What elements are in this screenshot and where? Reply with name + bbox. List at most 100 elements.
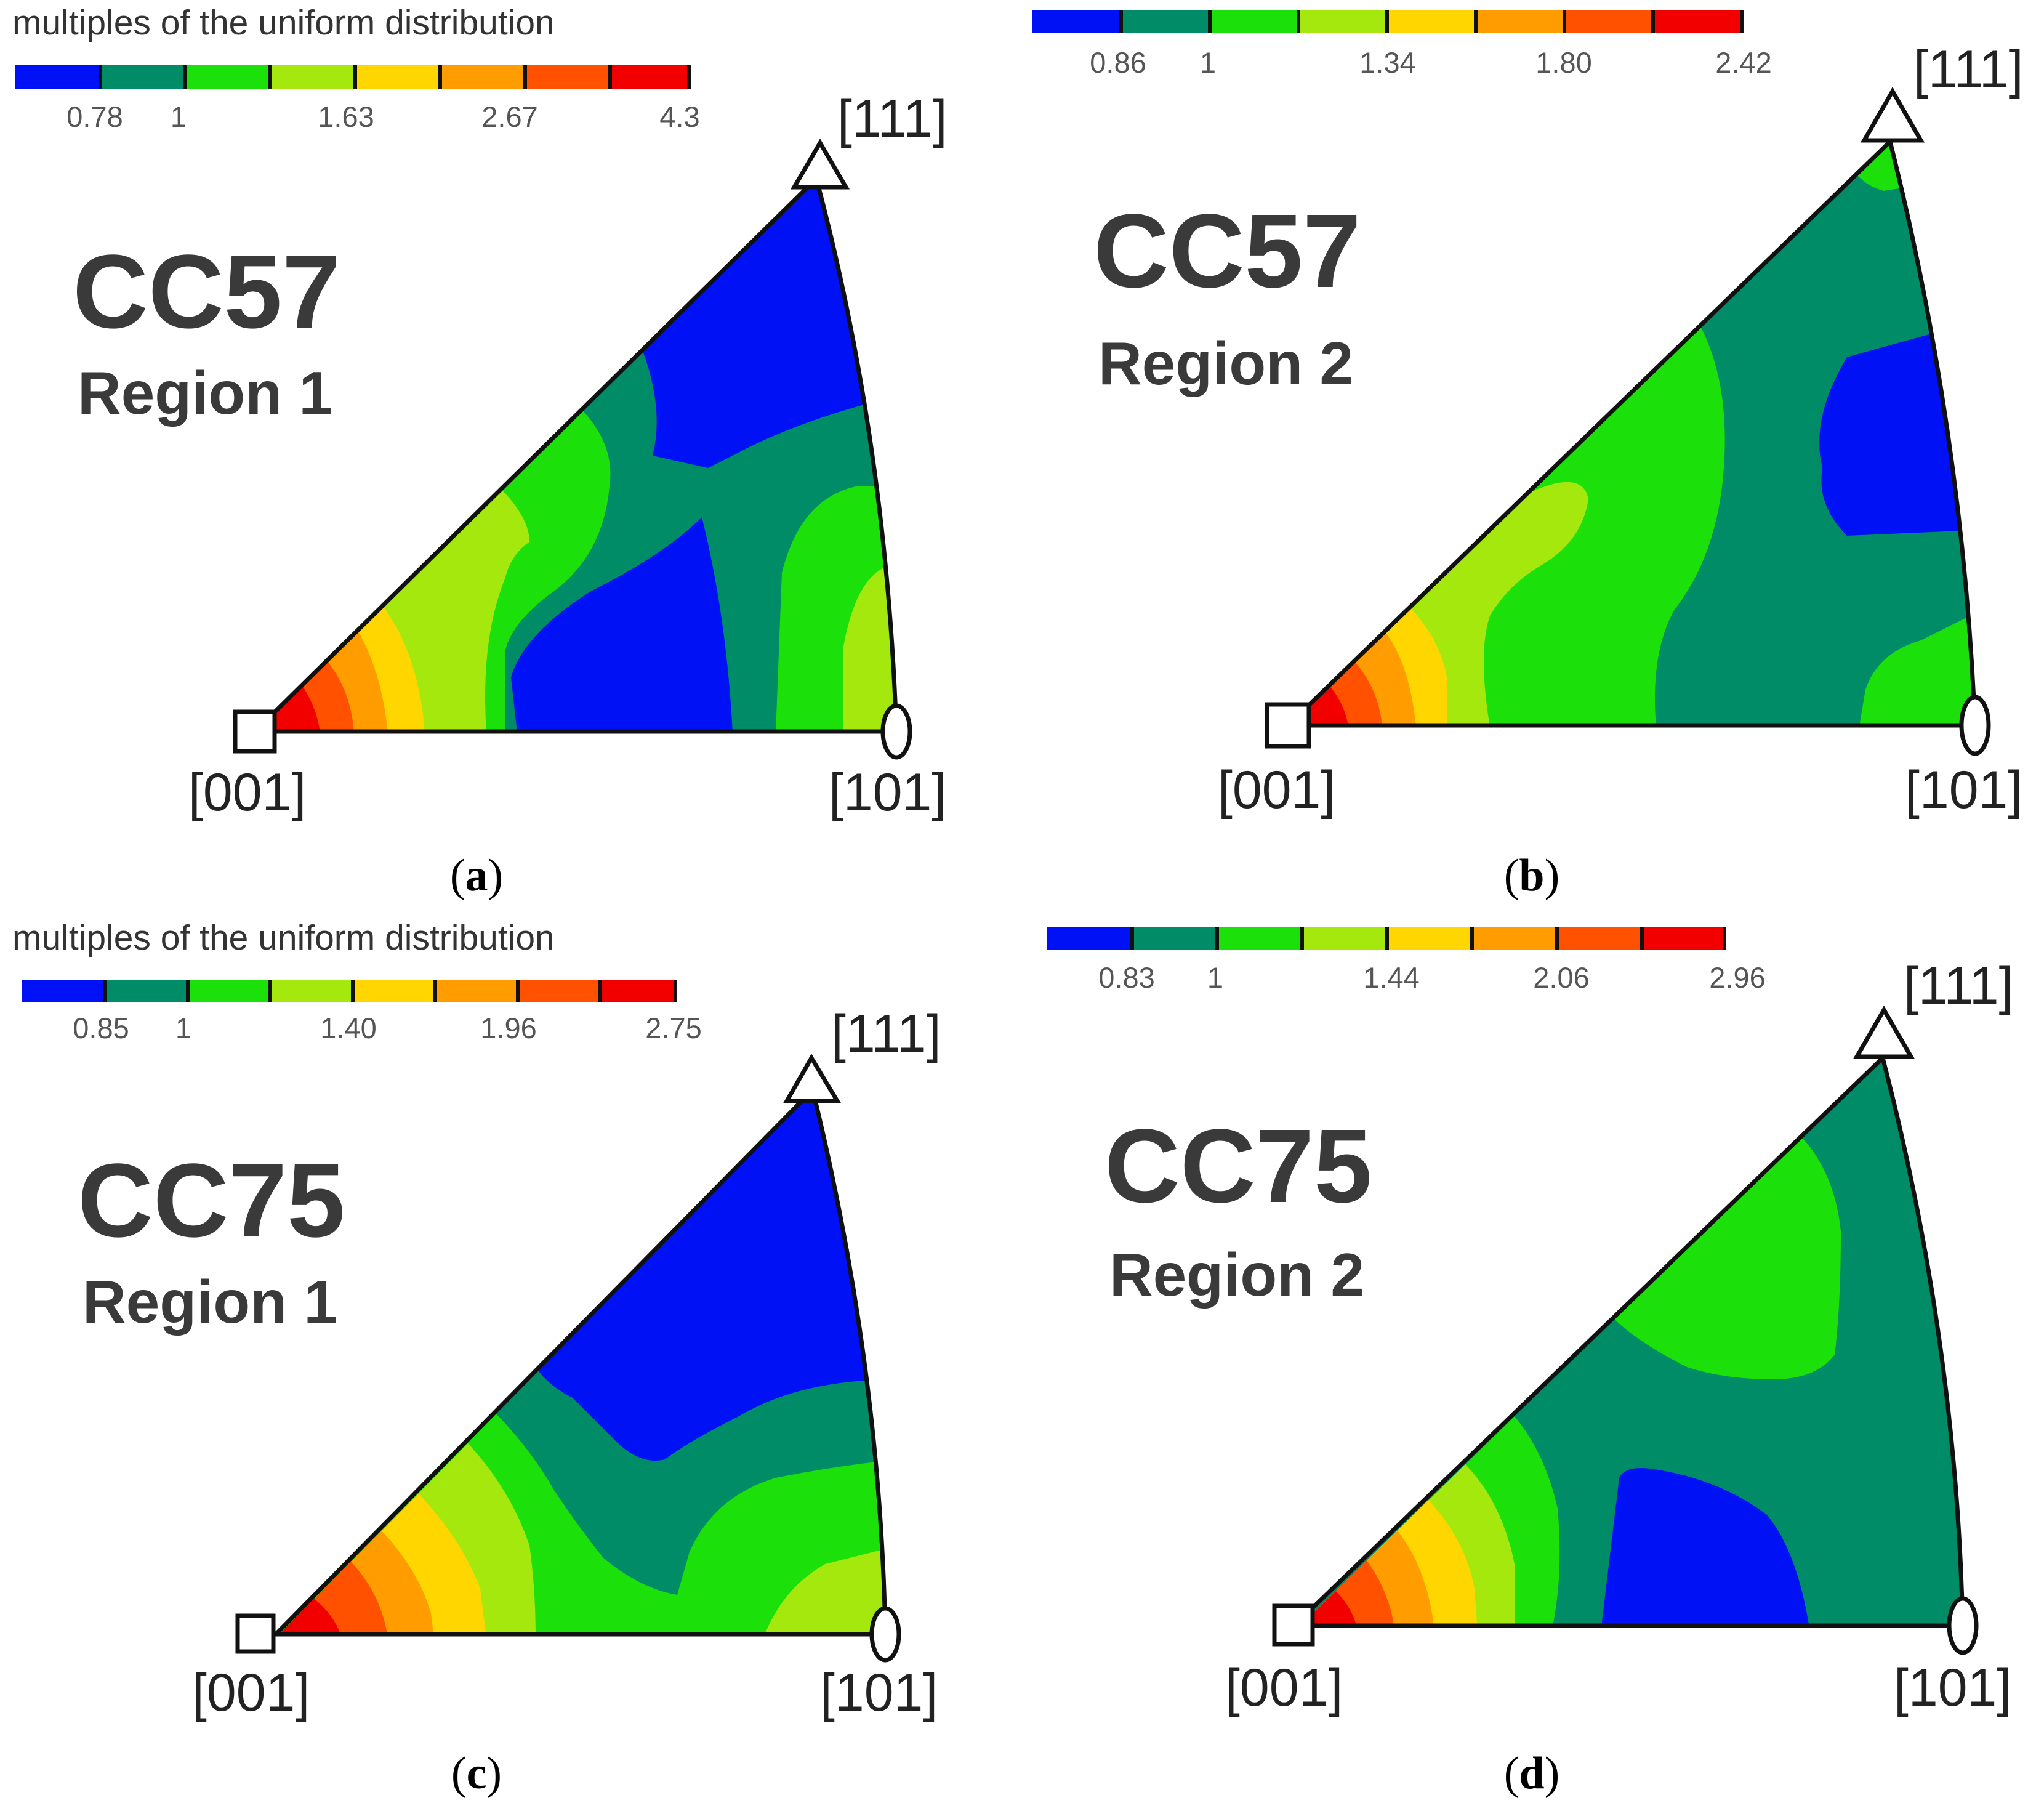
legend-swatch [525,65,610,89]
legend-swatch [1132,927,1217,950]
texture-region [1613,1133,1841,1379]
panel-c: multiples of the uniform distribution 0.… [12,918,941,1799]
legend-swatch [600,980,676,1002]
legend-swatch [187,980,270,1002]
legend-swatch [1386,927,1471,950]
legend-swatch [610,65,690,89]
legend-tick: 1.44 [1363,961,1419,994]
texture-region [276,1599,342,1634]
legend-swatch [1564,10,1652,33]
legend-swatch [15,65,100,89]
sample-label: CC75 [78,1142,345,1259]
panel-a: multiples of the uniform distribution 0.… [12,3,948,901]
pole-label: [101] [820,1663,938,1722]
legend-tick: 2.42 [1715,46,1771,79]
legend-swatch [270,65,355,89]
legend-tick: 1 [175,1012,191,1044]
legend-swatch [1032,10,1121,33]
legend-tick: 1 [1207,961,1223,994]
legend-bar [1032,10,1744,33]
pole-101-marker [1959,695,1991,756]
texture-region [763,1546,885,1634]
pole-101-marker [880,703,912,760]
pole-001-marker [1265,702,1311,749]
pole-label: [001] [192,1663,310,1722]
sample-label: CC57 [73,233,340,350]
legend-bar [15,65,691,89]
texture-region [536,1090,885,1461]
ipf-triangle [1289,1054,1965,1628]
pole-101-marker [869,1606,901,1663]
legend-tick: 1.34 [1359,46,1415,79]
legend-swatch [1652,10,1742,33]
legend-tick: 1.80 [1535,46,1591,79]
legend-tick: 2.75 [645,1012,701,1044]
sample-label: CC75 [1104,1108,1372,1225]
pole-101-marker [1947,1596,1979,1655]
region-label: Region 2 [1098,329,1353,397]
pole-111-marker [783,1054,842,1103]
pole-001-marker [233,709,277,754]
pole-label: [101] [1894,1658,2011,1717]
pole-label: [111] [837,89,948,148]
panel-caption: (b) [1504,850,1559,901]
legend-swatch [270,980,352,1002]
legend-tick: 0.85 [73,1012,129,1044]
pole-label: [111] [1913,40,2024,99]
pole-001-marker [235,1613,276,1654]
legend-swatch [1641,927,1725,950]
texture-region [1859,616,1975,725]
legend-tick: 1 [1200,46,1216,79]
legend-tick: 1.96 [480,1012,536,1044]
pole-label: [111] [1904,956,2014,1015]
legend-swatch [1302,927,1386,950]
ipf-triangle [270,1086,888,1637]
pole-label: [111] [831,1004,941,1063]
legend-title: multiples of the uniform distribution [12,3,555,42]
legend-title: multiples of the uniform distribution [12,918,555,958]
panel-caption: (c) [451,1748,502,1799]
legend-bar [22,980,677,1002]
legend-tick: 0.78 [66,100,123,133]
legend-tick: 0.86 [1090,46,1146,79]
legend-swatch [1121,10,1209,33]
pole-111-marker [790,139,850,190]
legend-tick: 4.3 [659,100,699,133]
pole-label: [101] [1905,760,2022,820]
legend-swatch [1556,927,1641,950]
pole-111-marker [1860,86,1925,143]
legend-bar [1047,927,1726,950]
legend-swatch [1047,927,1132,950]
panel-b: 0.86 1 1.34 1.80 2.42 CC57 Region 2 [1032,10,2024,901]
legend-swatch [435,980,517,1002]
legend-swatch [105,980,187,1002]
sample-label: CC57 [1093,193,1361,310]
legend-swatch [185,65,270,89]
legend-swatch [1386,10,1475,33]
pole-label: [001] [1218,760,1335,820]
legend-swatch [440,65,525,89]
pole-001-marker [1272,1603,1315,1647]
legend-tick: 1.63 [318,100,374,133]
legend-swatch [1471,927,1556,950]
ipf-triangle [1282,137,1978,728]
legend-swatch [1298,10,1386,33]
panel-d: 0.83 1 1.44 2.06 2.96 CC75 Region 2 [1047,927,2014,1799]
panel-caption: (a) [450,850,503,901]
legend-tick: 2.06 [1533,961,1589,994]
region-label: Region 2 [1109,1241,1364,1309]
pole-label: [001] [1225,1658,1343,1717]
legend-tick: 1 [171,100,187,133]
legend-swatch [1209,10,1298,33]
pole-label: [101] [829,763,946,822]
legend-swatch [1217,927,1302,950]
legend-tick: 1.40 [320,1012,376,1044]
pole-111-marker [1853,1006,1915,1059]
legend-swatch [22,980,105,1002]
legend-tick: 0.83 [1098,961,1154,994]
legend-swatch [517,980,600,1002]
legend-swatch [352,980,435,1002]
legend-swatch [355,65,440,89]
panel-caption: (d) [1504,1748,1559,1799]
legend-tick: 2.67 [481,100,537,133]
